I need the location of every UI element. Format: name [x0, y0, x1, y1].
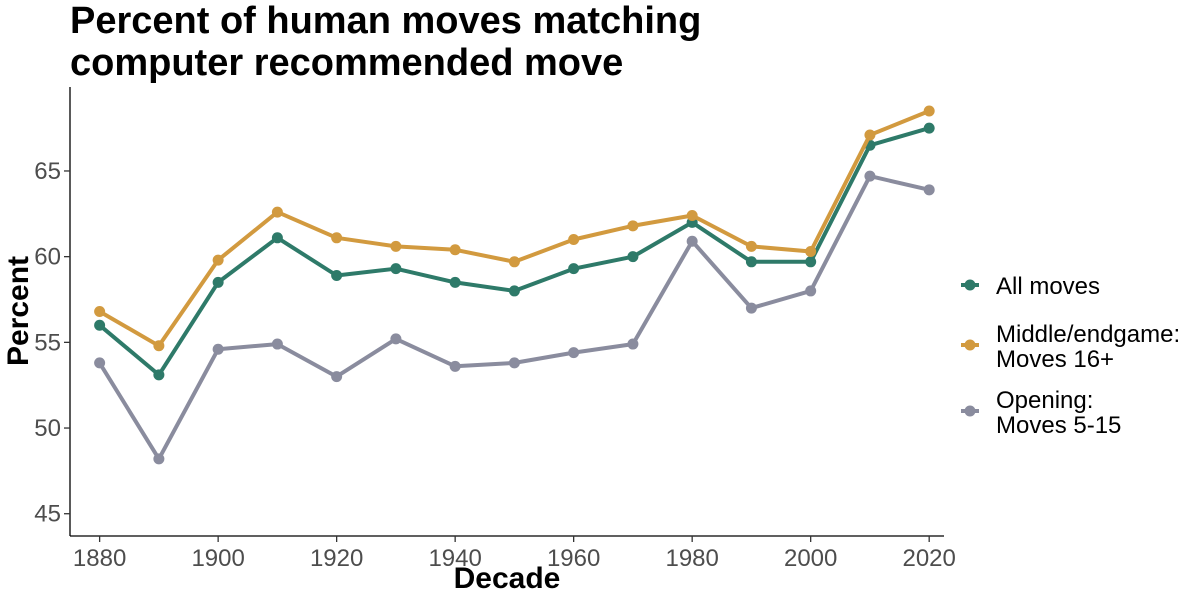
y-tick-label: 60: [34, 244, 61, 271]
legend-label: All moves: [996, 273, 1100, 300]
data-point: [271, 232, 283, 244]
data-point: [745, 302, 757, 314]
data-point: [390, 240, 402, 252]
data-point: [508, 285, 520, 297]
data-point: [212, 343, 224, 355]
data-point: [745, 240, 757, 252]
data-point: [568, 263, 580, 275]
data-point: [331, 371, 343, 383]
data-point: [153, 453, 165, 465]
x-tick-label: 2020: [902, 545, 955, 572]
data-point: [627, 220, 639, 232]
x-tick-label: 1880: [73, 545, 126, 572]
data-point: [923, 122, 935, 134]
data-point: [449, 244, 461, 256]
chart-title-line-1: Percent of human moves matching: [70, 0, 701, 42]
data-point: [331, 232, 343, 244]
legend-label: Moves 5-15: [996, 412, 1121, 439]
y-tick-label: 65: [34, 158, 61, 185]
legend-label: Middle/endgame:: [996, 321, 1180, 348]
x-tick-label: 1960: [547, 545, 600, 572]
data-point: [153, 340, 165, 352]
data-point: [94, 306, 106, 317]
x-tick-label: 2000: [784, 545, 837, 572]
data-point: [390, 263, 402, 275]
data-point: [627, 338, 639, 350]
data-point: [568, 347, 580, 359]
x-tick-label: 1940: [428, 545, 481, 572]
legend-label: Moves 16+: [996, 346, 1114, 373]
data-point: [212, 254, 224, 266]
legend-key-point: [964, 405, 976, 417]
legend-key-point: [964, 279, 976, 291]
x-tick-label: 1920: [310, 545, 363, 572]
y-tick-label: 50: [34, 415, 61, 442]
x-tick-label: 1980: [665, 545, 718, 572]
data-point: [805, 246, 817, 258]
plot-area: 45 50 55 60 65 1880 1900 1920 1940 1960 1980 2000 20…: [34, 87, 956, 572]
data-point: [153, 369, 165, 381]
data-point: [864, 129, 876, 141]
y-tick-label: 55: [34, 329, 61, 356]
data-point: [508, 256, 520, 268]
data-point: [745, 256, 757, 268]
data-point: [686, 210, 698, 222]
x-axis-title: Decade: [454, 562, 561, 595]
data-point: [94, 357, 106, 369]
data-point: [449, 276, 461, 288]
data-point: [923, 184, 935, 196]
data-point: [271, 338, 283, 350]
legend-key-point: [964, 339, 976, 351]
y-axis-title: Percent: [2, 256, 35, 366]
data-point: [508, 357, 520, 369]
data-point: [805, 256, 817, 268]
series-line: [97, 174, 932, 461]
legend-label: Opening:: [996, 387, 1093, 414]
x-tick-label: 1900: [191, 545, 244, 572]
series-line: [97, 109, 932, 348]
data-point: [449, 360, 461, 372]
legend: All moves Middle/endgame:Moves 16+ Opening…: [961, 273, 1180, 439]
y-tick-label: 45: [34, 501, 61, 528]
data-point: [94, 319, 106, 331]
data-point: [390, 333, 402, 345]
data-point: [627, 251, 639, 263]
data-point: [212, 276, 224, 288]
chart-title-line-2: computer recommended move: [70, 42, 623, 84]
data-point: [923, 105, 935, 117]
data-point: [864, 170, 876, 182]
data-point: [686, 235, 698, 247]
data-point: [568, 234, 580, 246]
data-point: [271, 206, 283, 218]
data-point: [331, 270, 343, 282]
data-point: [805, 285, 817, 297]
